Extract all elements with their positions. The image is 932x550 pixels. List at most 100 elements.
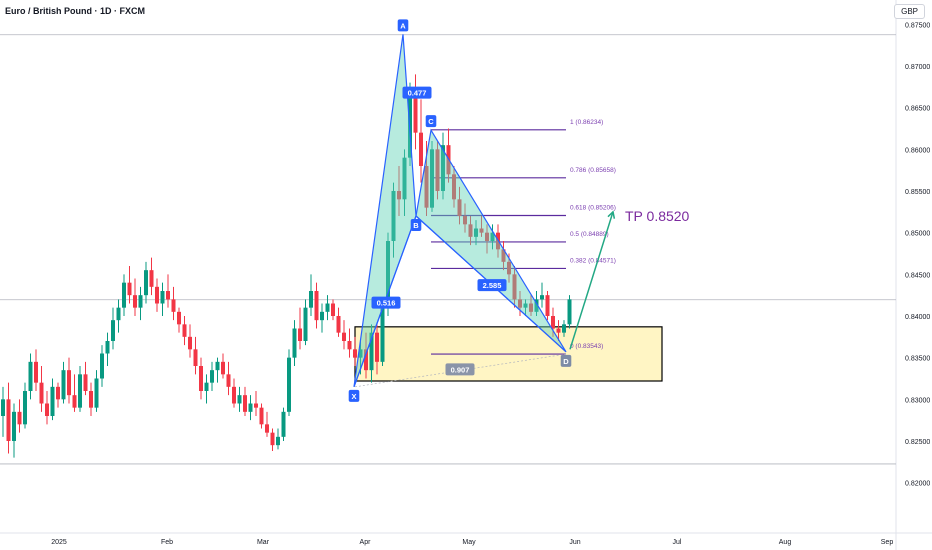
- candles: [1, 74, 572, 458]
- point-c-label: C: [428, 117, 434, 126]
- candle: [248, 403, 253, 412]
- price-tick-label: 0.87500: [905, 22, 930, 29]
- candle: [188, 336, 192, 350]
- candle: [336, 316, 341, 333]
- candle: [287, 357, 291, 412]
- candle: [490, 232, 495, 241]
- candle: [166, 291, 170, 300]
- candle: [419, 132, 423, 166]
- candle: [413, 91, 418, 133]
- candle: [320, 311, 324, 321]
- symbol-title[interactable]: Euro / British Pound · 1D · FXCM: [5, 6, 145, 16]
- candle: [309, 291, 313, 308]
- time-axis[interactable]: 2025 Feb Mar Apr May Jun Jul Aug Sep: [51, 539, 893, 546]
- candle: [430, 149, 434, 208]
- candle: [6, 399, 11, 441]
- candle: [391, 191, 396, 241]
- candle: [358, 349, 363, 358]
- ratio-badge: [445, 363, 475, 376]
- fib-level-label: 0.382 (0.84571): [570, 257, 616, 264]
- candle: [155, 286, 159, 304]
- candle: [259, 407, 264, 425]
- point-c-badge: [425, 115, 437, 128]
- point-x-badge: [348, 389, 360, 402]
- candle: [452, 174, 456, 200]
- ratio-label: 0.907: [451, 365, 470, 374]
- time-tick-label: 2025: [51, 539, 67, 546]
- price-tick-label: 0.84500: [905, 272, 930, 279]
- time-tick-label: Jul: [673, 539, 682, 546]
- candle: [375, 332, 379, 362]
- price-tick-label: 0.87000: [905, 64, 930, 71]
- candle: [116, 307, 121, 321]
- candle: [12, 411, 16, 441]
- price-tick-label: 0.82500: [905, 439, 930, 446]
- price-tick-label: 0.85000: [905, 231, 930, 238]
- candle: [364, 349, 368, 371]
- candle: [56, 386, 60, 400]
- candle: [149, 270, 154, 287]
- candle: [479, 228, 484, 233]
- candle: [17, 411, 22, 425]
- point-a-badge: [397, 19, 409, 32]
- candle: [292, 328, 297, 358]
- ratio-badge: [371, 296, 401, 309]
- candle: [551, 316, 555, 329]
- point-d-badge: [560, 354, 572, 367]
- tp-arrowhead: [607, 210, 616, 219]
- candle: [474, 228, 478, 237]
- candle: [463, 216, 467, 225]
- candle: [1, 399, 5, 416]
- price-tick-label: 0.86500: [905, 106, 930, 113]
- point-b-label: B: [413, 221, 419, 230]
- candle: [523, 303, 528, 308]
- candle: [122, 282, 126, 308]
- candle: [105, 341, 110, 354]
- candle: [281, 411, 286, 437]
- candle: [89, 391, 93, 408]
- candle: [380, 307, 385, 362]
- take-profit-projection[interactable]: TP 0.8520: [569, 208, 690, 350]
- candle: [386, 241, 390, 308]
- candle: [160, 291, 165, 304]
- point-d-label: D: [563, 357, 569, 366]
- candle: [83, 374, 88, 391]
- price-tick-label: 0.83000: [905, 397, 930, 404]
- candle: [512, 274, 517, 300]
- candle: [221, 361, 225, 375]
- price-axis[interactable]: 0.87500 0.87000 0.86500 0.86000 0.85500 0.850…: [905, 22, 930, 487]
- candle: [331, 303, 335, 316]
- currency-badge[interactable]: GBP: [894, 4, 925, 19]
- candle: [144, 270, 148, 296]
- candle: [540, 295, 544, 300]
- candle: [276, 436, 280, 446]
- candle: [265, 424, 269, 433]
- tp-arrow-line: [569, 211, 614, 350]
- candle: [215, 361, 220, 371]
- candle: [133, 295, 137, 308]
- harmonic-pattern[interactable]: X A B C D 0.477 0.516 2.585 0.907: [348, 19, 572, 402]
- candle: [39, 382, 44, 404]
- point-b-badge: [410, 219, 422, 231]
- price-tick-label: 0.84000: [905, 314, 930, 321]
- candle: [199, 366, 203, 391]
- candle: [562, 324, 566, 333]
- time-tick-label: Aug: [779, 539, 792, 546]
- candle: [127, 282, 132, 296]
- candle: [138, 295, 143, 308]
- candle: [204, 382, 209, 391]
- price-tick-label: 0.86000: [905, 147, 930, 154]
- candle: [424, 166, 429, 208]
- candle: [347, 341, 352, 350]
- candle: [28, 361, 33, 391]
- ratio-label: 0.477: [408, 89, 427, 98]
- candle: [303, 307, 308, 341]
- candle: [457, 199, 462, 216]
- candle: [232, 386, 236, 404]
- candle: [72, 395, 77, 408]
- candle: [78, 374, 82, 408]
- time-tick-label: Jun: [569, 539, 580, 546]
- xd-diagonal: [354, 353, 567, 388]
- bcd-triangle: [415, 128, 567, 353]
